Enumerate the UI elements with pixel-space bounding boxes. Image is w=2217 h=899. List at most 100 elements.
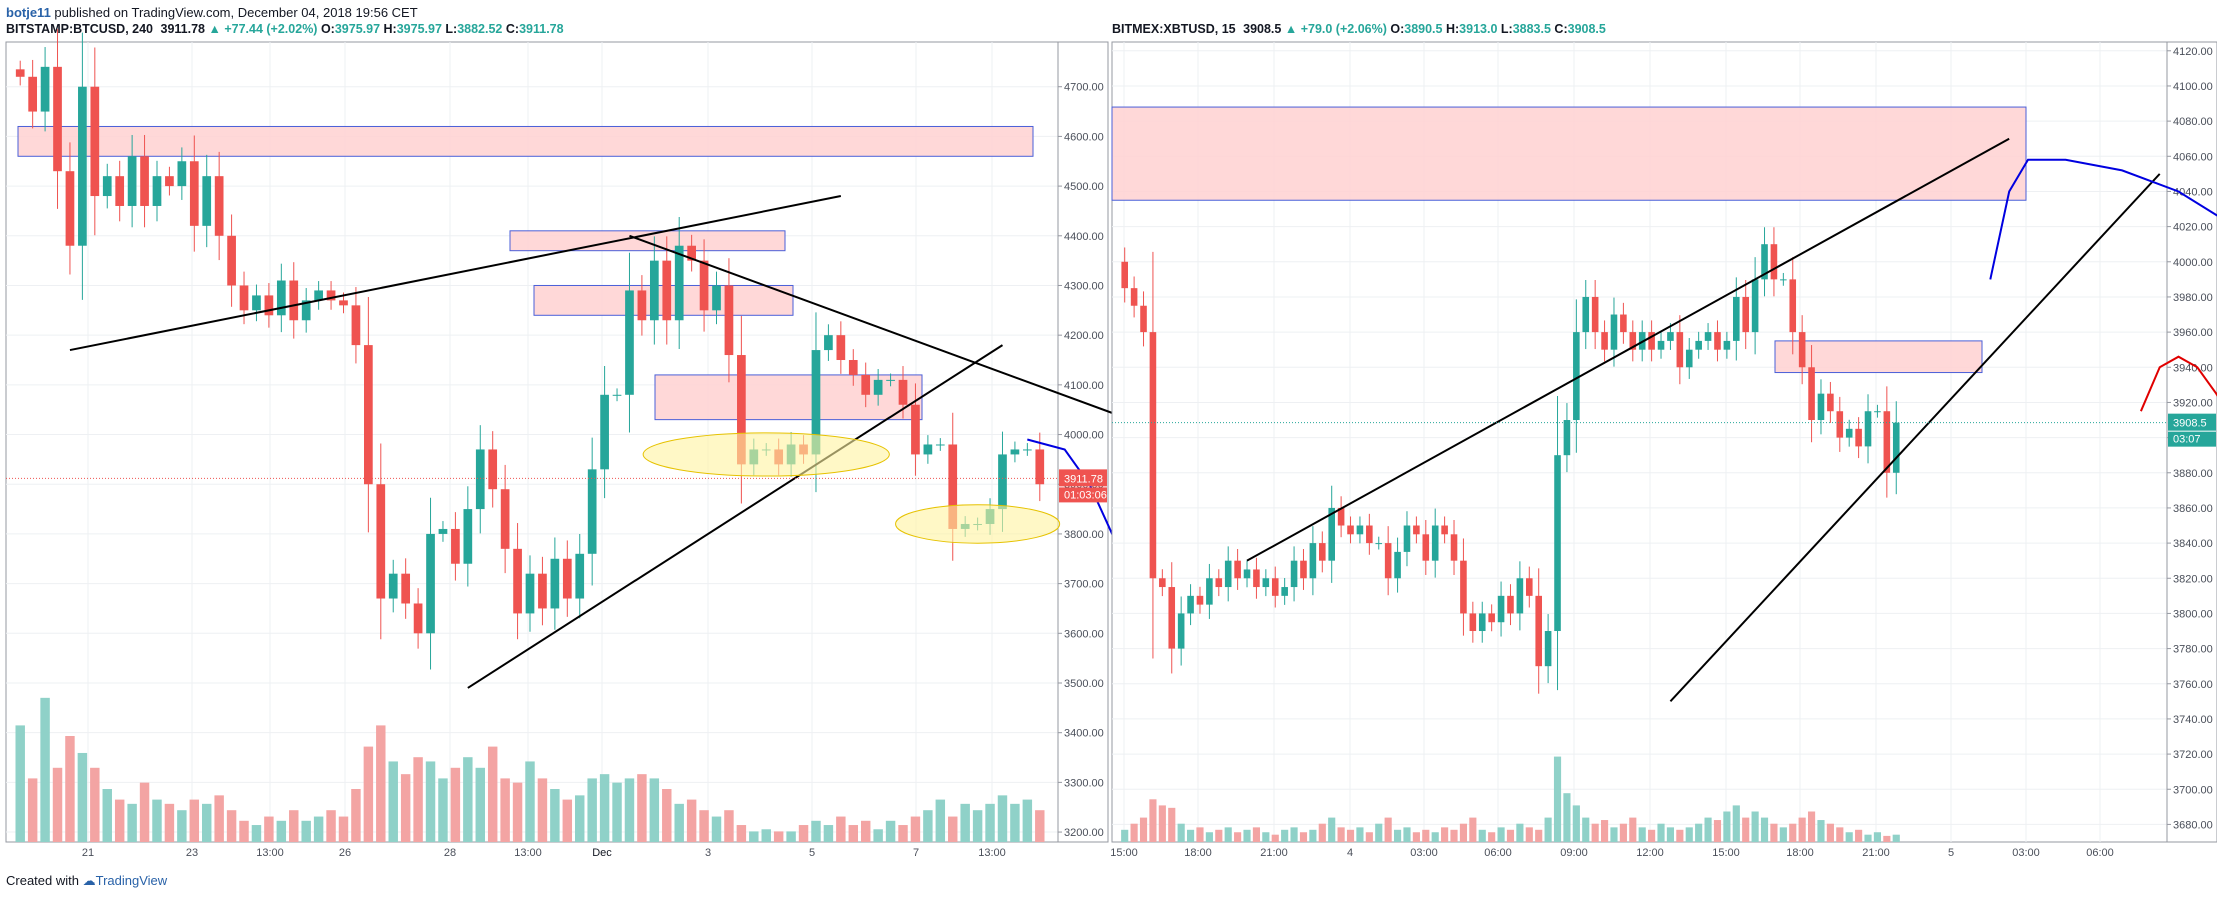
- chart2-candle[interactable]: [1243, 569, 1251, 579]
- chart2-candle[interactable]: [1177, 613, 1185, 649]
- chart2-candle[interactable]: [1742, 296, 1749, 333]
- chart1-candle[interactable]: [600, 394, 609, 470]
- chart2-candle[interactable]: [1497, 595, 1505, 623]
- author-name[interactable]: botje11: [6, 5, 51, 20]
- chart2-candle[interactable]: [1620, 314, 1627, 333]
- chart1-candle[interactable]: [314, 290, 323, 301]
- chart1-candle[interactable]: [724, 285, 734, 356]
- chart1-candle[interactable]: [177, 161, 187, 187]
- chart1-candle[interactable]: [1010, 449, 1020, 455]
- chart1-candle[interactable]: [1035, 449, 1045, 485]
- chart2-candle[interactable]: [1789, 279, 1797, 333]
- chart1-candle[interactable]: [351, 305, 361, 346]
- chart2-candle[interactable]: [1356, 525, 1364, 535]
- chart1-candle[interactable]: [140, 156, 149, 206]
- chart1-candle[interactable]: [562, 558, 572, 599]
- chart1-candle[interactable]: [165, 176, 174, 187]
- chart2-candle[interactable]: [1469, 613, 1477, 632]
- chart2-candle[interactable]: [1714, 332, 1721, 350]
- chart1-candle[interactable]: [637, 290, 647, 321]
- chart2-candle[interactable]: [1704, 332, 1712, 341]
- chart2-candle[interactable]: [1140, 305, 1147, 333]
- chart2-candle[interactable]: [1215, 578, 1223, 588]
- chart1-candle[interactable]: [264, 295, 274, 316]
- chart1-candle[interactable]: [662, 260, 672, 321]
- chart1-candle[interactable]: [836, 335, 846, 361]
- chart1-candle[interactable]: [886, 379, 895, 381]
- chart2-candle[interactable]: [1130, 288, 1138, 306]
- chart1-candle[interactable]: [625, 290, 634, 395]
- chart2-candle[interactable]: [1347, 525, 1354, 535]
- chart2-candle[interactable]: [1676, 332, 1684, 368]
- chart2-candle[interactable]: [1253, 569, 1260, 588]
- chart2-candle[interactable]: [1610, 314, 1618, 350]
- chart2-candle[interactable]: [1290, 560, 1298, 588]
- chart1-candle[interactable]: [202, 176, 212, 226]
- chart2-candle[interactable]: [1488, 613, 1495, 623]
- chart2-candle[interactable]: [1206, 578, 1213, 605]
- chart1-candle[interactable]: [923, 444, 933, 455]
- chart1-highlight-ellipse[interactable]: [642, 432, 890, 477]
- chart2-candle[interactable]: [1403, 525, 1411, 552]
- chart2-candle[interactable]: [1695, 340, 1702, 350]
- chart2-candle[interactable]: [1271, 578, 1279, 596]
- chart2-candle[interactable]: [1149, 332, 1157, 579]
- chart2-candle[interactable]: [1507, 595, 1514, 614]
- chart1-candle[interactable]: [538, 573, 547, 609]
- chart1-trendline[interactable]: [69, 195, 842, 352]
- chart2-candle[interactable]: [1573, 332, 1580, 421]
- chart1-resistance-zone[interactable]: [509, 230, 786, 252]
- chart2-candle[interactable]: [1366, 525, 1373, 544]
- chart2-candle[interactable]: [1780, 279, 1787, 281]
- chart1-candle[interactable]: [948, 444, 958, 529]
- chart2-candle[interactable]: [1563, 420, 1571, 456]
- chart2-candle[interactable]: [1770, 244, 1778, 280]
- chart1-candle[interactable]: [649, 260, 659, 321]
- chart1-candle[interactable]: [189, 161, 199, 226]
- chart1-candle[interactable]: [674, 245, 684, 321]
- chart1-candle[interactable]: [339, 300, 348, 306]
- chart2-candle[interactable]: [1855, 428, 1862, 447]
- chart1-candle[interactable]: [40, 66, 50, 112]
- chart2-candle[interactable]: [1300, 560, 1307, 579]
- chart2-candle[interactable]: [1874, 411, 1881, 413]
- chart1-candle[interactable]: [289, 280, 299, 321]
- chart1-candle[interactable]: [587, 469, 597, 554]
- chart1-candle[interactable]: [102, 176, 112, 197]
- chart2-candle[interactable]: [1883, 411, 1891, 473]
- chart1-candle[interactable]: [326, 290, 336, 301]
- chart1-candle[interactable]: [364, 345, 373, 485]
- chart1-candle[interactable]: [127, 156, 137, 206]
- chart1-candle[interactable]: [426, 533, 435, 634]
- chart1-candle[interactable]: [78, 86, 87, 246]
- chart2-candle[interactable]: [1121, 261, 1128, 289]
- chart1-candle[interactable]: [65, 171, 75, 246]
- chart1-candle[interactable]: [214, 176, 224, 236]
- chart2-candle[interactable]: [1685, 349, 1693, 368]
- chart1-candle[interactable]: [550, 558, 560, 609]
- chart1-resistance-zone[interactable]: [17, 125, 1034, 157]
- chart2-candle[interactable]: [1544, 631, 1552, 667]
- chart1-candle[interactable]: [115, 176, 125, 206]
- chart2-candle[interactable]: [1196, 595, 1204, 605]
- chart2-candle[interactable]: [1591, 296, 1599, 333]
- chart2-candle[interactable]: [1159, 578, 1166, 588]
- chart1-candle[interactable]: [998, 454, 1007, 510]
- chart1-candle[interactable]: [824, 335, 833, 351]
- chart1-candle[interactable]: [1022, 449, 1032, 451]
- chart2-candle[interactable]: [1723, 340, 1731, 350]
- chart2-candle[interactable]: [1262, 578, 1270, 588]
- chart2-candle[interactable]: [1413, 525, 1420, 535]
- chart1-candle[interactable]: [848, 360, 858, 375]
- chart2-candle[interactable]: [1817, 393, 1825, 421]
- chart1-candle[interactable]: [935, 444, 945, 446]
- chart2-candle[interactable]: [1733, 296, 1740, 341]
- chart2-resistance-zone[interactable]: [1111, 106, 2027, 201]
- chart2-candle[interactable]: [1836, 411, 1844, 438]
- chart1-candle[interactable]: [873, 379, 883, 395]
- chart2-candle[interactable]: [1892, 422, 1900, 473]
- chart2-trendline[interactable]: [1246, 137, 2010, 562]
- chart1-candle[interactable]: [737, 355, 746, 465]
- chart1-candle[interactable]: [525, 573, 535, 614]
